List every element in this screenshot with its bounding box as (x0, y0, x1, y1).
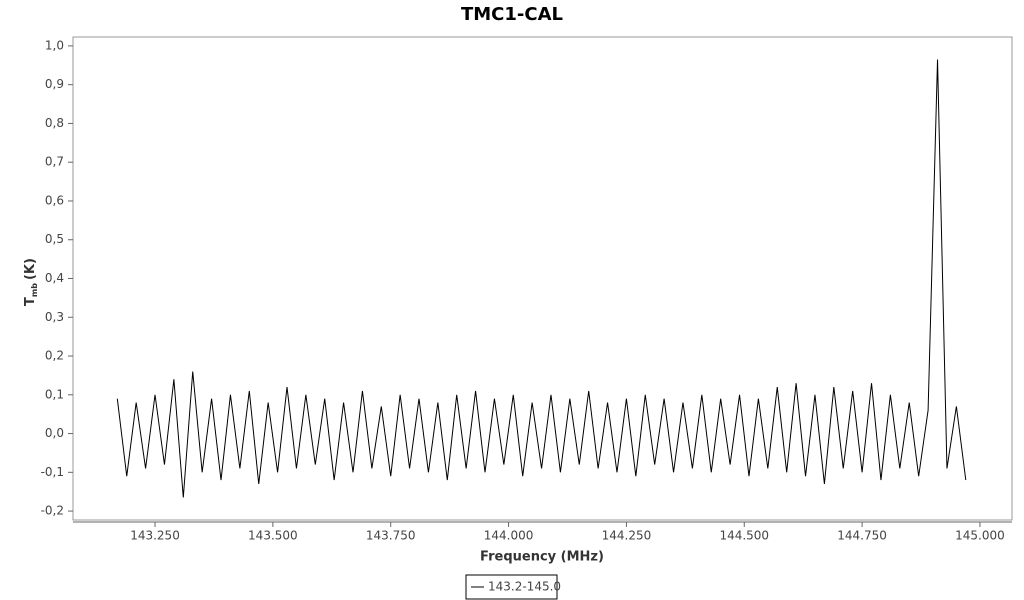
y-tick-label: -0,2 (41, 504, 64, 518)
plot-frame (72, 36, 1013, 521)
y-tick-label: -0,1 (41, 465, 64, 479)
y-tick-label: 0,0 (45, 426, 64, 440)
y-tick-label: 0,8 (45, 116, 64, 130)
y-tick-label: 0,9 (45, 77, 64, 91)
chart-title: TMC1-CAL (461, 4, 563, 25)
x-tick-label: 144.500 (719, 529, 769, 543)
y-tick-label: 0,7 (45, 155, 64, 169)
x-axis-label: Frequency (MHz) (480, 550, 604, 565)
y-tick-label: 0,3 (45, 310, 64, 324)
x-tick-label: 143.250 (130, 529, 180, 543)
y-tick-label: 1,0 (45, 38, 64, 52)
x-tick-label: 145.000 (955, 529, 1005, 543)
legend-label: 143.2-145.0 (488, 580, 561, 594)
x-tick-label: 143.750 (366, 529, 416, 543)
x-tick-label: 143.500 (248, 529, 298, 543)
x-tick-label: 144.250 (602, 529, 652, 543)
x-tick-label: 144.750 (837, 529, 887, 543)
y-label-unit: (K) (23, 258, 38, 280)
x-tick-label: 144.000 (484, 529, 534, 543)
y-tick-label: 0,4 (45, 271, 64, 285)
y-label-main: T (23, 297, 38, 306)
y-label-sub: mb (30, 283, 39, 297)
y-axis-label: Tmb (K) (23, 258, 39, 306)
series-line (116, 59, 967, 498)
y-tick-label: 0,2 (45, 349, 64, 363)
y-tick-label: 0,6 (45, 193, 64, 207)
y-tick-label: 0,5 (45, 232, 64, 246)
y-tick-label: 0,1 (45, 387, 64, 401)
